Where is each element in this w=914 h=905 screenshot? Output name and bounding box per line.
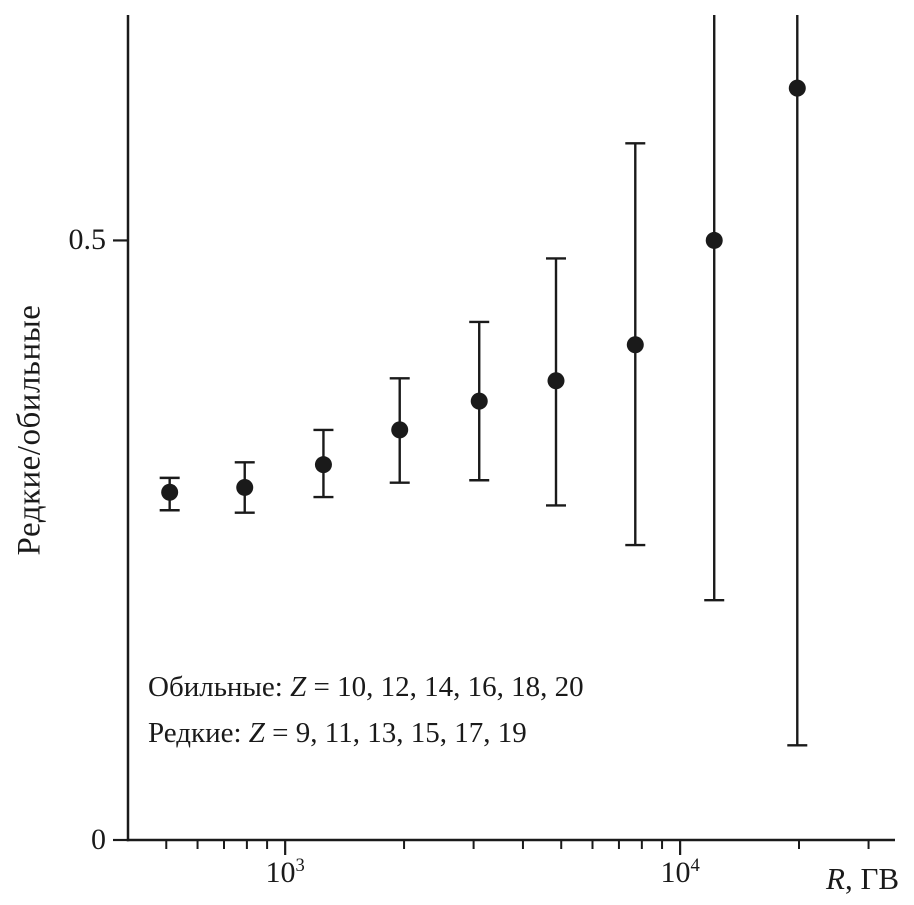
annotation-variable: Z: [248, 717, 265, 749]
y-tick-label: 0: [91, 823, 106, 856]
annotation-text: Обильные:: [148, 671, 291, 703]
data-point-marker: [391, 421, 409, 439]
y-tick-label: 0.5: [68, 223, 107, 257]
data-point-marker: [161, 483, 179, 501]
data-point-marker: [314, 456, 332, 474]
annotation-text: Редкие:: [148, 717, 249, 749]
annotation-line-abundant: Обильные: Z = 10, 12, 14, 16, 18, 20: [148, 664, 584, 710]
data-point-marker: [470, 392, 488, 410]
data-point-marker: [705, 231, 723, 249]
annotation-values: = 9, 11, 13, 15, 17, 19: [264, 717, 527, 749]
annotation-variable: Z: [290, 671, 307, 703]
x-axis-unit: , ГВ: [844, 861, 900, 896]
y-axis-title: Редкие/обильные: [11, 304, 48, 556]
data-point-marker: [788, 79, 806, 97]
annotation-values: = 10, 12, 14, 16, 18, 20: [306, 671, 584, 703]
annotation-line-rare: Редкие: Z = 9, 11, 13, 15, 17, 19: [148, 710, 584, 756]
data-point-marker: [547, 372, 565, 390]
x-axis-title: R, ГВ: [826, 861, 899, 897]
x-tick-label: 104: [660, 855, 700, 889]
legend-annotation: Обильные: Z = 10, 12, 14, 16, 18, 20 Ред…: [148, 664, 584, 756]
x-axis-variable: R: [826, 861, 845, 896]
data-point-marker: [626, 336, 644, 354]
x-tick-label: 103: [265, 855, 305, 889]
data-point-marker: [236, 478, 254, 496]
